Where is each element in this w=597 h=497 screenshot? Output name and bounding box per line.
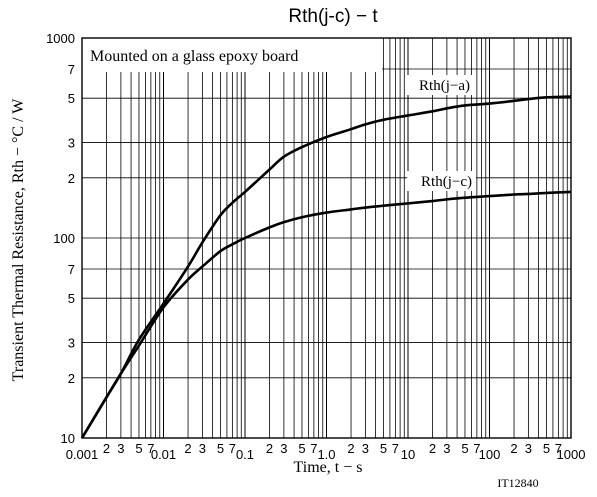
x-minor-tick-label: 2 [184, 441, 191, 456]
y-tick-label: 10 [61, 431, 75, 446]
series-line-0 [80, 95, 572, 439]
x-tick-label: 1.0 [317, 447, 335, 462]
x-minor-tick-label: 3 [199, 441, 206, 456]
annotation-text: Mounted on a glass epoxy board [90, 48, 298, 65]
x-minor-tick-label: 5 [543, 441, 550, 456]
series-lines [80, 95, 572, 439]
x-axis-label: Time, t − s [294, 459, 363, 476]
plot-frame [81, 37, 572, 439]
x-minor-tick-label: 7 [147, 441, 154, 456]
y-tick-label: 7 [68, 262, 75, 277]
x-minor-tick-label: 7 [392, 441, 399, 456]
series-labels: Rth(j−a) Rth(j−c) [405, 75, 476, 191]
y-tick-label: 1000 [46, 31, 75, 46]
chart-title: Rth(j-c) − t [288, 6, 378, 27]
x-minor-tick-label: 2 [429, 441, 436, 456]
x-minor-tick-label: 5 [217, 441, 224, 456]
y-tick-label: 5 [68, 91, 75, 106]
x-minor-tick-label: 5 [380, 441, 387, 456]
figure-code: IT12840 [497, 476, 538, 490]
x-tick-label: 10 [401, 447, 415, 462]
x-tick-label: 0.001 [66, 447, 99, 462]
x-minor-tick-label: 7 [310, 441, 317, 456]
x-tick-label: 1000 [557, 447, 586, 462]
x-tick-label: 0.1 [236, 447, 254, 462]
x-minor-tick-label: 3 [525, 441, 532, 456]
series-label: Rth(j−c) [421, 174, 472, 190]
x-tick-label: 100 [479, 447, 501, 462]
x-minor-tick-label: 5 [461, 441, 468, 456]
x-minor-tick-label: 7 [473, 441, 480, 456]
grid [81, 37, 571, 439]
annotation-box [82, 38, 382, 72]
y-tick-label: 7 [68, 62, 75, 77]
x-minor-tick-label: 2 [103, 441, 110, 456]
y-tick-label: 2 [68, 371, 75, 386]
x-minor-tick-label: 2 [266, 441, 273, 456]
y-tick-label: 100 [53, 231, 75, 246]
x-minor-tick-label: 2 [510, 441, 517, 456]
x-minor-tick-label: 2 [347, 441, 354, 456]
x-minor-tick-label: 7 [229, 441, 236, 456]
x-minor-tick-label: 7 [555, 441, 562, 456]
series-label-bg [405, 75, 474, 95]
y-tick-label: 3 [68, 336, 75, 351]
series-label: Rth(j−a) [419, 78, 470, 94]
x-minor-tick-label: 3 [280, 441, 287, 456]
series-line-1 [80, 190, 572, 439]
y-tick-label: 3 [68, 136, 75, 151]
y-tick-label: 2 [68, 171, 75, 186]
x-minor-tick-label: 3 [362, 441, 369, 456]
x-minor-tick-label: 3 [443, 441, 450, 456]
series-label-bg [407, 171, 476, 191]
x-minor-tick-label: 5 [135, 441, 142, 456]
y-tick-label: 5 [68, 291, 75, 306]
x-minor-tick-label: 5 [298, 441, 305, 456]
x-tick-label: 0.01 [151, 447, 176, 462]
y-axis-label: Transient Thermal Resistance, Rth − °C /… [10, 98, 27, 382]
x-minor-tick-label: 3 [117, 441, 124, 456]
